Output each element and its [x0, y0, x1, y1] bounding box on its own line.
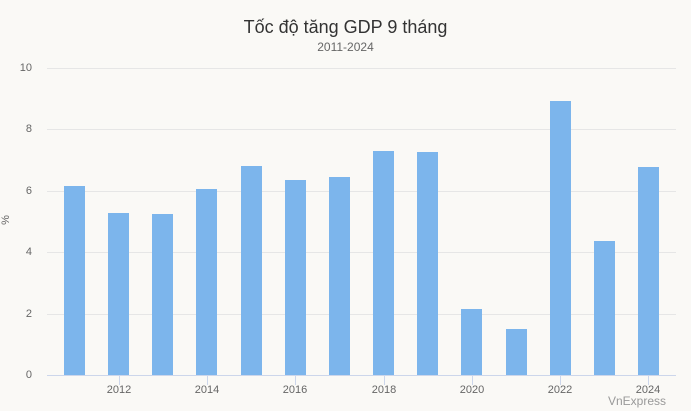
bar-2022[interactable]	[550, 101, 571, 375]
bar-2019[interactable]	[417, 152, 438, 375]
x-tick-mark	[384, 376, 385, 385]
bar-2016[interactable]	[285, 180, 306, 375]
y-tick-label: 8	[25, 123, 32, 135]
bar-2018[interactable]	[373, 151, 394, 375]
x-tick-label: 2012	[106, 384, 132, 396]
x-tick-label: 2018	[371, 384, 397, 396]
bar-2017[interactable]	[329, 177, 350, 375]
bar-2012[interactable]	[108, 213, 129, 375]
gridline	[47, 191, 676, 192]
y-tick-label: 6	[25, 185, 32, 197]
credit-text[interactable]: VnExpress	[607, 394, 666, 408]
x-tick-mark	[207, 376, 208, 385]
y-tick-label: 2	[25, 308, 32, 320]
bar-2024[interactable]	[638, 167, 659, 375]
x-tick-label: 2014	[194, 384, 220, 396]
y-axis-label: %	[0, 215, 12, 225]
gridline	[47, 129, 676, 130]
x-tick-label: 2024	[635, 384, 661, 396]
bar-2011[interactable]	[64, 186, 85, 375]
bar-2015[interactable]	[241, 166, 262, 375]
x-tick-mark	[648, 376, 649, 385]
y-tick-label: 4	[25, 246, 32, 258]
y-tick-label: 10	[19, 62, 32, 74]
x-tick-label: 2020	[459, 384, 485, 396]
bar-2021[interactable]	[506, 329, 527, 375]
gridline	[47, 314, 676, 315]
chart-title: Tốc độ tăng GDP 9 tháng	[243, 17, 448, 37]
bar-2023[interactable]	[594, 241, 615, 375]
bar-2014[interactable]	[196, 189, 217, 375]
x-tick-label: 2016	[282, 384, 308, 396]
x-tick-mark	[119, 376, 120, 385]
x-tick-mark	[295, 376, 296, 385]
x-tick-label: 2022	[547, 384, 573, 396]
gridline	[47, 252, 676, 253]
bar-2013[interactable]	[152, 214, 173, 375]
chart-subtitle: 2011-2024	[317, 40, 374, 54]
x-axis-line	[47, 375, 676, 376]
x-tick-mark	[472, 376, 473, 385]
x-tick-mark	[560, 376, 561, 385]
y-tick-label: 0	[25, 369, 32, 381]
bar-2020[interactable]	[461, 309, 482, 375]
gridline	[47, 68, 676, 69]
